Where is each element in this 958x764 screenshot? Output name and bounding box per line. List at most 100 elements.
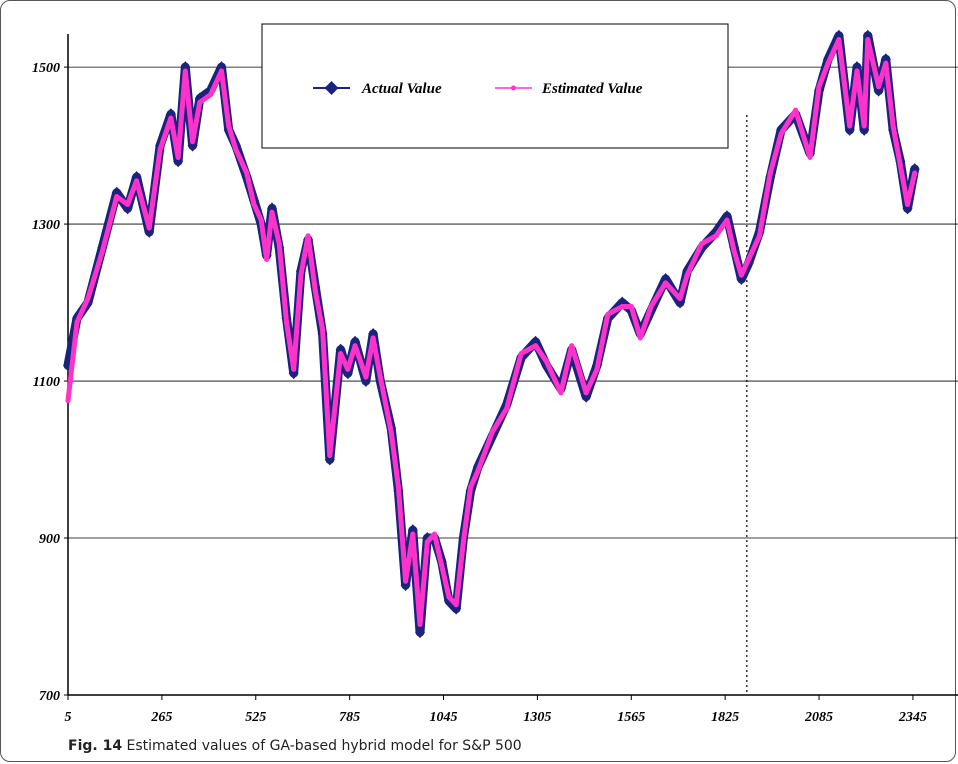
estimated-value-point (417, 621, 423, 627)
estimated-value-point (244, 170, 250, 176)
estimated-value-point (504, 406, 510, 412)
estimated-value-point (876, 84, 882, 90)
actual-value-point (451, 602, 462, 615)
estimated-value-point (825, 60, 831, 66)
estimated-value-point (370, 335, 376, 341)
actual-value-point (902, 202, 913, 215)
actual-value-point (833, 29, 844, 42)
estimated-value-point (269, 209, 275, 215)
estimated-value-point (352, 343, 358, 349)
estimated-value-point (226, 123, 232, 129)
estimated-value-point (312, 288, 318, 294)
estimated-value-point (125, 201, 131, 207)
estimated-value-point (731, 249, 737, 255)
actual-value-point (851, 61, 862, 74)
estimated-value-point (208, 92, 214, 98)
estimated-value-point (168, 115, 174, 121)
estimated-value-point (338, 351, 344, 357)
estimated-value-point (298, 272, 304, 278)
estimated-value-point (558, 390, 564, 396)
estimated-value-point (283, 319, 289, 325)
estimated-value-point (890, 123, 896, 129)
actual-value-point (267, 202, 278, 215)
legend-estimated-label: Estimated Value (541, 81, 643, 97)
estimated-value-point (583, 390, 589, 396)
actual-value-point (187, 139, 198, 152)
estimated-value-point (738, 272, 744, 278)
grid-lines (68, 66, 958, 539)
legend-estimated-marker (511, 85, 516, 91)
estimated-value-point (912, 170, 918, 176)
actual-value-point (216, 61, 227, 74)
estimated-value-point (233, 147, 239, 153)
estimated-value-point (905, 201, 911, 207)
tick-labels: 700 900 1100 1300 1500 5 265 525 785 1045 1305 1565… (32, 61, 927, 725)
actual-value-point (400, 579, 411, 592)
actual-value-point (173, 155, 184, 168)
estimated-value-point (74, 319, 80, 325)
estimated-value-point (883, 60, 889, 66)
estimated-value-point (197, 99, 203, 105)
actual-value-point (581, 390, 592, 403)
estimated-value-point (446, 594, 452, 600)
estimated-value-point (793, 107, 799, 113)
actual-value-point (144, 225, 155, 238)
actual-value-point (368, 327, 379, 340)
actual-value-point (415, 626, 426, 639)
estimated-value-point (403, 578, 409, 584)
estimated-value-point (724, 217, 730, 223)
x-tick-label: 525 (245, 710, 266, 725)
estimated-value-point (897, 162, 903, 168)
actual-value-point (180, 61, 191, 74)
estimated-value-point (816, 84, 822, 90)
legend-item-actual: Actual Value (313, 81, 442, 97)
estimated-value-point (146, 225, 152, 231)
estimated-value-point (305, 233, 311, 239)
estimated-value-point (431, 531, 437, 537)
actual-value-point (288, 367, 299, 380)
estimated-value-point (684, 272, 690, 278)
estimated-value-point (175, 154, 181, 160)
actual-value-point (407, 524, 418, 537)
actual-value-point (342, 367, 353, 380)
actual-value-point (736, 273, 747, 286)
estimated-value-point (363, 374, 369, 380)
estimated-value-point (345, 366, 351, 372)
estimated-value-point (767, 170, 773, 176)
y-tick-label: 700 (39, 689, 60, 704)
estimated-value-point (475, 468, 481, 474)
actual-value-point (862, 29, 873, 42)
estimated-value-point (699, 241, 705, 247)
legend: Actual Value Estimated Value (261, 23, 729, 149)
estimated-value-point (327, 453, 333, 459)
estimated-value-point (854, 68, 860, 74)
estimated-value-point (291, 366, 297, 372)
actual-value-point (873, 84, 884, 97)
estimated-value-point (569, 343, 575, 349)
actual-value-point (165, 108, 176, 121)
x-tick-label: 1045 (430, 710, 458, 725)
estimated-value-point (663, 280, 669, 286)
estimated-value-point (460, 539, 466, 545)
estimated-value-point (713, 233, 719, 239)
estimated-value-point (251, 201, 257, 207)
x-tick-label: 1565 (617, 710, 645, 725)
estimated-value-point (453, 602, 459, 608)
estimated-value-point (439, 562, 445, 568)
legend-actual-marker (324, 81, 339, 95)
y-tick-label: 900 (39, 532, 60, 547)
estimated-value-point (320, 327, 326, 333)
estimated-value-point (489, 429, 495, 435)
y-tick-label: 1100 (33, 375, 60, 390)
estimated-value-point (533, 343, 539, 349)
estimated-value-point (65, 398, 71, 404)
actual-value-point (859, 123, 870, 136)
x-tick-label: 5 (65, 710, 72, 725)
estimated-value-point (114, 194, 120, 200)
actual-value-point (880, 53, 891, 66)
estimated-value-point (468, 484, 474, 490)
estimated-value-point (424, 539, 430, 545)
estimated-value-point (134, 178, 140, 184)
x-tick-label: 785 (339, 710, 360, 725)
